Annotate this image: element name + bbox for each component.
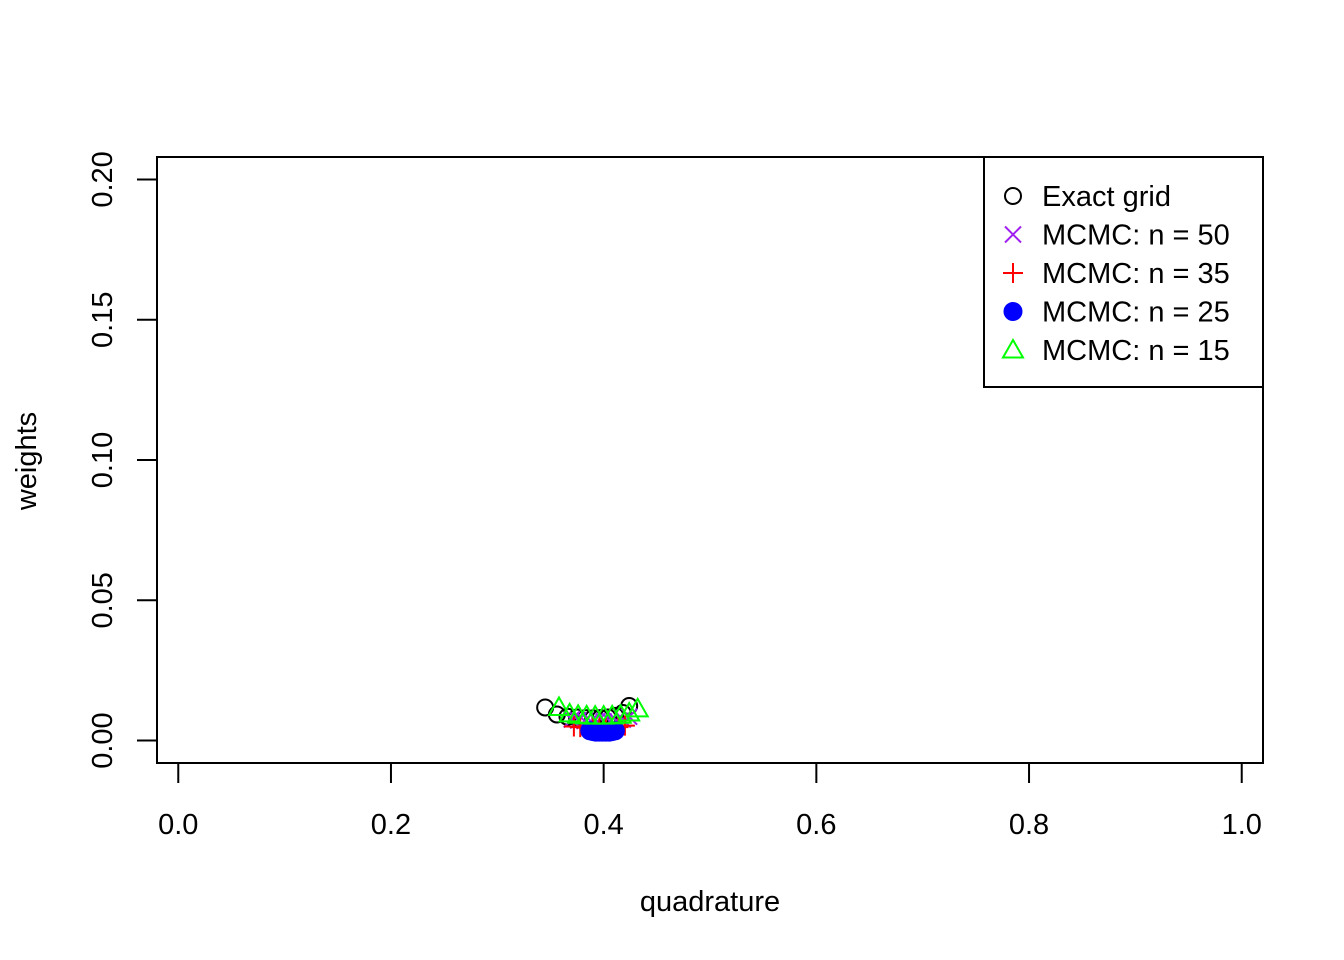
data-point: [547, 695, 571, 716]
series-3: [580, 721, 625, 742]
x-axis: 0.0 0.2 0.4 0.6 0.8 1.0: [158, 762, 1262, 841]
x-tick-label: 0.0: [158, 809, 198, 841]
legend-label: MCMC: n = 35: [1042, 258, 1230, 290]
legend: Exact grid MCMC: n = 50 MCMC: n = 35 MCMC: …: [983, 156, 1264, 388]
legend-items: Exact grid MCMC: n = 50 MCMC: n = 35 MCMC: …: [1001, 181, 1230, 367]
legend-label: MCMC: n = 15: [1042, 335, 1230, 367]
x-tick-label: 1.0: [1222, 809, 1262, 841]
x-tick-label: 0.8: [1009, 809, 1049, 841]
data-points: [536, 695, 650, 742]
y-tick-label: 0.10: [87, 432, 119, 488]
data-point: [605, 721, 625, 741]
legend-box: [983, 156, 1264, 388]
legend-marker: [1004, 187, 1022, 205]
y-axis-title: weights: [11, 412, 43, 511]
data-point: [608, 703, 633, 724]
legend-marker: [1003, 263, 1023, 283]
legend-label: MCMC: n = 50: [1042, 220, 1230, 252]
x-tick-label: 0.4: [583, 809, 623, 841]
data-point: [625, 696, 650, 718]
data-point: [617, 701, 641, 722]
legend-marker: [1003, 302, 1023, 321]
y-axis: 0.00 0.05 0.10 0.15 0.20: [87, 151, 158, 769]
series-4: [547, 695, 650, 725]
y-tick-label: 0.00: [87, 712, 119, 768]
legend-marker: [1004, 225, 1022, 244]
x-tick-label: 0.2: [371, 809, 411, 841]
x-tick-label: 0.6: [796, 809, 836, 841]
y-tick-label: 0.05: [87, 572, 119, 628]
x-axis-title: quadrature: [640, 886, 780, 918]
y-tick-label: 0.15: [87, 291, 119, 347]
legend-marker: [1001, 337, 1025, 359]
legend-label: MCMC: n = 25: [1042, 297, 1230, 329]
y-tick-label: 0.20: [87, 151, 119, 207]
legend-label: Exact grid: [1042, 181, 1171, 213]
